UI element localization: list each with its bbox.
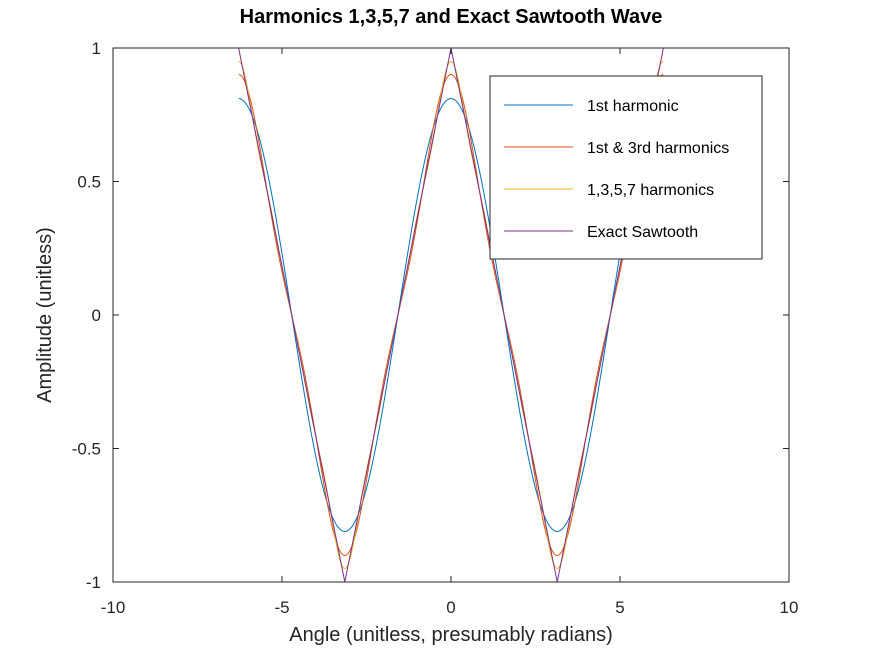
y-tick-label: -0.5 — [72, 440, 101, 459]
plot-area — [238, 48, 664, 582]
y-tick-label: 0.5 — [77, 173, 101, 192]
y-tick-label: 1 — [92, 39, 101, 58]
x-tick-label: 10 — [780, 598, 799, 617]
x-tick-label: -10 — [101, 598, 126, 617]
x-tick-label: 5 — [615, 598, 624, 617]
legend-label: Exact Sawtooth — [587, 224, 698, 241]
legend-label: 1st & 3rd harmonics — [587, 140, 729, 157]
legend-label: 1st harmonic — [587, 98, 679, 115]
chart-title: Harmonics 1,3,5,7 and Exact Sawtooth Wav… — [240, 6, 663, 28]
x-axis-label: Angle (unitless, presumably radians) — [289, 624, 613, 646]
x-tick-label: -5 — [274, 598, 289, 617]
y-tick-label: 0 — [92, 306, 101, 325]
series-line-4 — [238, 48, 664, 582]
legend: 1st harmonic 1st & 3rd harmonics 1,3,5,7 h… — [489, 75, 763, 260]
series-line-1 — [238, 98, 664, 532]
series-line-2 — [238, 74, 664, 556]
axes: -10 -5 0 5 10 -1 -0.5 0 0.5 1 — [72, 39, 799, 617]
x-tick-label: 0 — [446, 598, 455, 617]
y-axis-label: Amplitude (unitless) — [34, 227, 56, 403]
legend-label: 1,3,5,7 harmonics — [587, 182, 714, 199]
y-tick-label: -1 — [86, 573, 101, 592]
legend-box — [489, 75, 763, 260]
